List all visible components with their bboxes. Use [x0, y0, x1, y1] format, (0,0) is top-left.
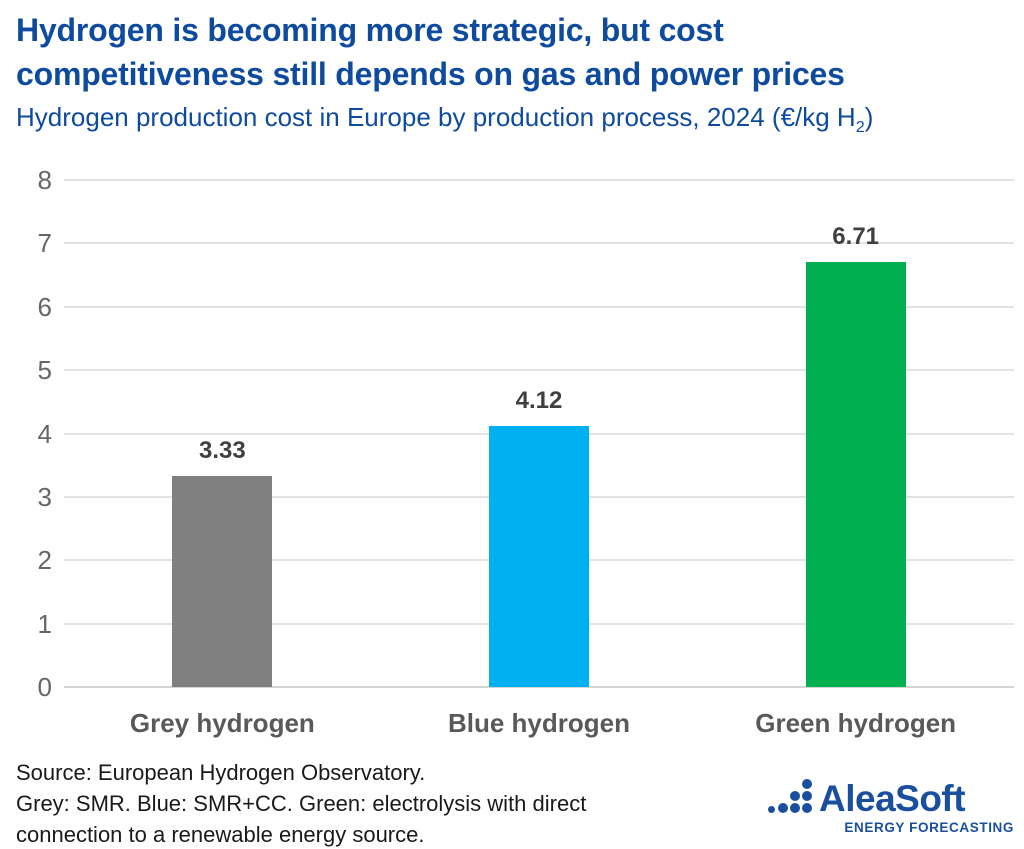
chart-title: Hydrogen is becoming more strategic, but… — [16, 8, 1016, 96]
category-label-blue-hydrogen: Blue hydrogen — [447, 708, 630, 738]
gridline-8 — [64, 179, 1014, 181]
source-line-1: Source: European Hydrogen Observatory. — [16, 760, 426, 785]
bar-green-hydrogen — [805, 261, 906, 687]
header: Hydrogen is becoming more strategic, but… — [16, 8, 1016, 143]
y-tick-label-0: 0 — [37, 672, 52, 702]
y-tick-label-8: 8 — [37, 165, 52, 195]
value-label-green-hydrogen: 6.71 — [832, 222, 880, 250]
source-line-3: connection to a renewable energy source. — [16, 822, 425, 847]
aleasoft-logo-tagline: ENERGY FORECASTING — [844, 820, 1014, 835]
aleasoft-logo: AleaSoft ENERGY FORECASTING — [768, 779, 1014, 835]
chart-subtitle: Hydrogen production cost in Europe by pr… — [16, 101, 1016, 143]
value-label-blue-hydrogen: 4.12 — [515, 386, 563, 414]
y-tick-label-1: 1 — [37, 608, 52, 639]
gridline-5 — [64, 369, 1014, 372]
chart-subtitle-subscript: 2 — [855, 118, 865, 137]
y-tick-label-4: 4 — [37, 418, 52, 449]
category-label-grey-hydrogen: Grey hydrogen — [129, 708, 315, 738]
y-tick-label-5: 5 — [37, 355, 52, 386]
source-line-2: Grey: SMR. Blue: SMR+CC. Green: electrol… — [16, 791, 587, 816]
chart-subtitle-suffix: ) — [864, 102, 874, 132]
chart-subtitle-text: Hydrogen production cost in Europe by pr… — [16, 102, 856, 132]
category-label-green-hydrogen: Green hydrogen — [755, 708, 957, 738]
bar-grey-hydrogen — [172, 475, 273, 687]
chart-title-line1: Hydrogen is becoming more strategic, but… — [16, 12, 724, 48]
aleasoft-logo-row: AleaSoft — [768, 779, 1014, 817]
y-tick-label-6: 6 — [37, 291, 52, 322]
y-tick-label-3: 3 — [37, 481, 52, 512]
value-label-grey-hydrogen: 3.33 — [198, 436, 246, 464]
aleasoft-dots-icon — [768, 779, 814, 814]
plot-area: 0 1 2 3 4 5 6 7 8 3.33 Grey hydrogen 4.12 Blue hydro… — [38, 165, 1014, 738]
y-tick-label-7: 7 — [37, 228, 52, 259]
x-axis-line — [64, 686, 1014, 688]
bar-blue-hydrogen — [489, 425, 589, 687]
gridline-6 — [64, 305, 1014, 308]
gridline-7 — [64, 242, 1014, 245]
chart-title-line2: competitiveness still depends on gas and… — [16, 56, 845, 92]
aleasoft-logo-text: AleaSoft — [819, 778, 966, 819]
y-tick-label-2: 2 — [37, 545, 52, 576]
source-note: Source: European Hydrogen Observatory. G… — [16, 757, 586, 849]
